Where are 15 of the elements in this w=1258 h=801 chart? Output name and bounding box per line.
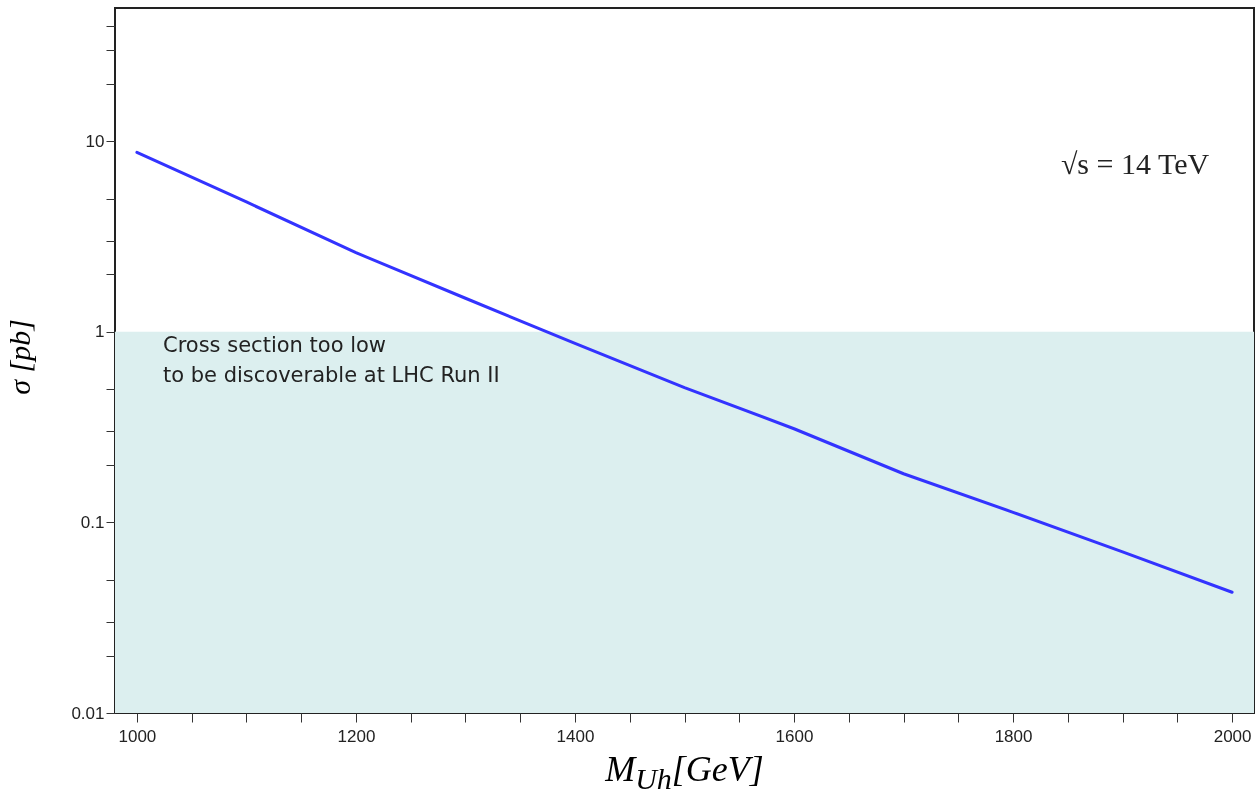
x-tick-label: 1400 xyxy=(556,726,595,746)
y-tick-label: 10 xyxy=(85,131,105,151)
y-axis-title: σ [pb] xyxy=(3,318,37,397)
y-tick-label: 0.01 xyxy=(71,703,105,723)
x-axis-title: M$_{Uh}$[GeV] xyxy=(604,748,765,797)
x-tick-label: 1800 xyxy=(994,726,1033,746)
x-tick-label: 1600 xyxy=(775,726,814,746)
y-tick-label: 1 xyxy=(95,322,105,342)
x-tick-label: 1000 xyxy=(118,726,157,746)
line-series xyxy=(135,150,1234,594)
x-tick-label: 2000 xyxy=(1213,726,1252,746)
x-tick-label: 1200 xyxy=(337,726,376,746)
annotation: √s = 14 TeV xyxy=(1060,147,1210,180)
y-tick-label: 0.1 xyxy=(80,512,105,532)
annotation: Cross section too low to be discoverable at LHC Run II xyxy=(163,333,500,388)
